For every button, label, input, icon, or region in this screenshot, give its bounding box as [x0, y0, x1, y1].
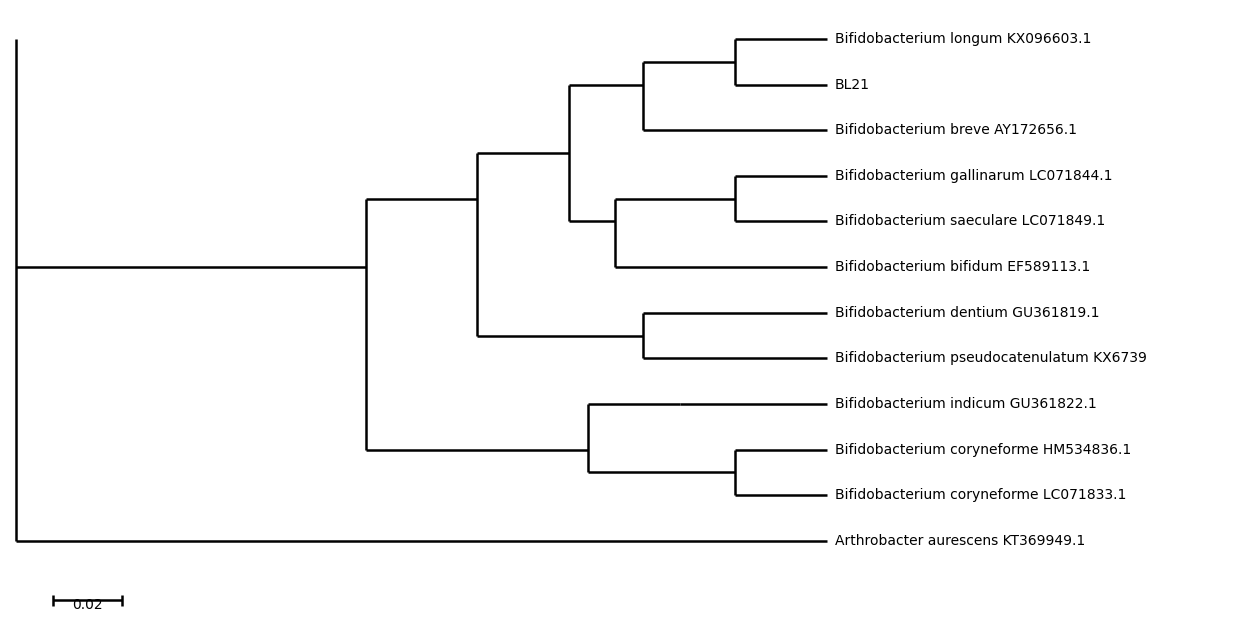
Text: 0.02: 0.02 [72, 598, 103, 612]
Text: Bifidobacterium indicum GU361822.1: Bifidobacterium indicum GU361822.1 [835, 397, 1096, 411]
Text: Bifidobacterium saeculare LC071849.1: Bifidobacterium saeculare LC071849.1 [835, 214, 1105, 229]
Text: Bifidobacterium breve AY172656.1: Bifidobacterium breve AY172656.1 [835, 123, 1076, 137]
Text: Bifidobacterium pseudocatenulatum KX6739: Bifidobacterium pseudocatenulatum KX6739 [835, 352, 1147, 365]
Text: Bifidobacterium gallinarum LC071844.1: Bifidobacterium gallinarum LC071844.1 [835, 169, 1112, 183]
Text: Bifidobacterium coryneforme LC071833.1: Bifidobacterium coryneforme LC071833.1 [835, 488, 1126, 502]
Text: Bifidobacterium bifidum EF589113.1: Bifidobacterium bifidum EF589113.1 [835, 260, 1090, 274]
Text: Bifidobacterium longum KX096603.1: Bifidobacterium longum KX096603.1 [835, 32, 1091, 46]
Text: Bifidobacterium coryneforme HM534836.1: Bifidobacterium coryneforme HM534836.1 [835, 443, 1131, 457]
Text: Bifidobacterium dentium GU361819.1: Bifidobacterium dentium GU361819.1 [835, 306, 1100, 319]
Text: Arthrobacter aurescens KT369949.1: Arthrobacter aurescens KT369949.1 [835, 534, 1085, 548]
Text: BL21: BL21 [835, 77, 869, 91]
